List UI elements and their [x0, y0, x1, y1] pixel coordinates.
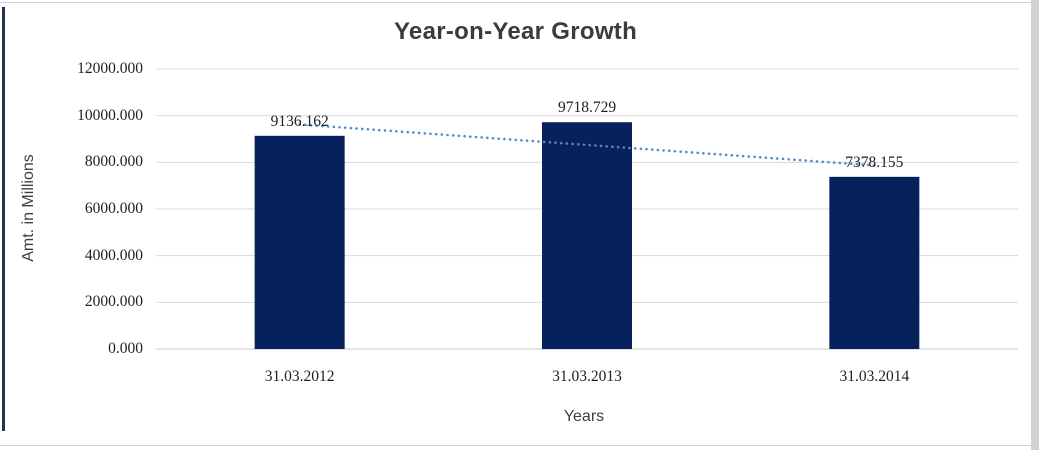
bar-data-label: 9718.729 — [557, 99, 617, 117]
right-edge-band — [1031, 0, 1039, 450]
y-tick-label: 10000.000 — [77, 106, 143, 124]
bar-data-label: 9136.162 — [270, 112, 329, 130]
linear-trendline — [298, 123, 876, 167]
x-category-label: 31.03.2014 — [839, 368, 910, 385]
y-tick-label: 6000.000 — [84, 200, 143, 217]
y-tick-label: 0.000 — [108, 340, 143, 357]
left-border-line — [2, 7, 5, 431]
x-category-label: 31.03.2012 — [264, 368, 335, 385]
x-axis-title: Years — [563, 408, 605, 425]
y-tick-label: 2000.000 — [84, 293, 143, 311]
chart-title: Year-on-Year Growth — [393, 18, 638, 45]
bar-31.03.2013 — [542, 122, 632, 349]
y-tick-label: 8000.000 — [84, 153, 143, 171]
bar-31.03.2014 — [829, 176, 920, 349]
x-category-label: 31.03.2013 — [552, 368, 622, 385]
y-tick-label: 4000.000 — [84, 246, 143, 264]
bar-data-label: 7378.155 — [845, 153, 904, 171]
top-border-line — [0, 2, 1039, 3]
bottom-border-line — [0, 445, 1039, 446]
bar-31.03.2012 — [254, 135, 345, 349]
y-tick-label: 12000.000 — [77, 60, 143, 77]
